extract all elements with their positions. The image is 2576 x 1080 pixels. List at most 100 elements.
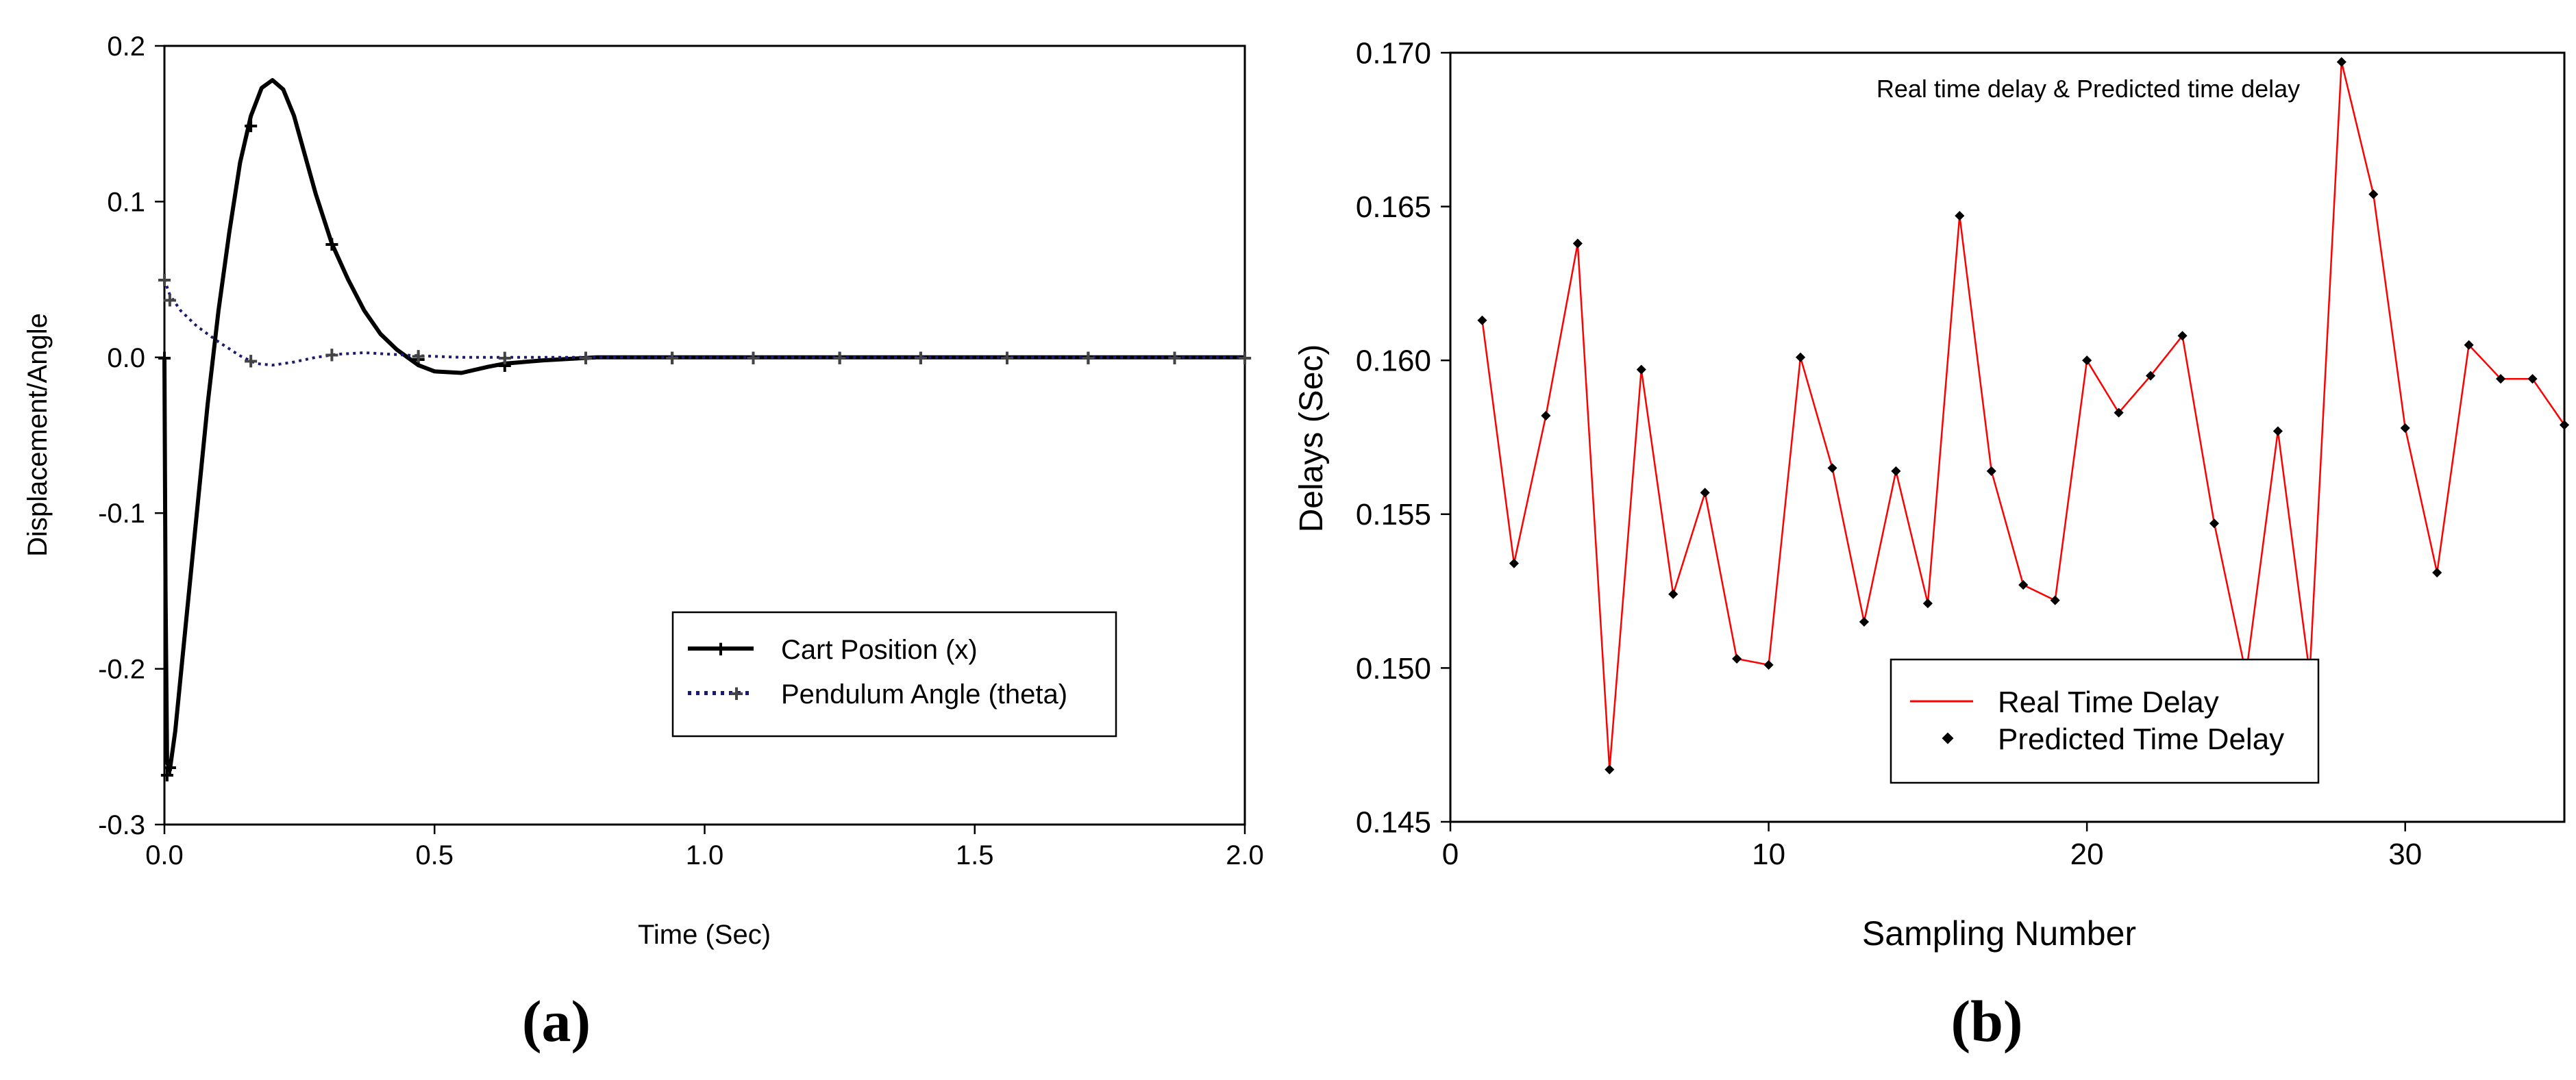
y-tick-label: -0.1 <box>98 499 145 529</box>
y-tick-label: 0.150 <box>1356 652 1431 686</box>
legend-b: Real Time Delay Predicted Time Delay <box>1890 658 2320 784</box>
data-point-predicted-time-delay <box>1986 466 1996 476</box>
data-point-pendulum-angle-theta: + <box>497 344 512 372</box>
y-tick-label: 0.160 <box>1356 344 1431 378</box>
data-point-cart-position-x: + <box>325 230 339 258</box>
x-tick-label: 0.5 <box>415 840 454 870</box>
y-tick-label: -0.2 <box>98 655 145 685</box>
data-point-pendulum-angle-theta: + <box>162 286 177 314</box>
x-tick-label: 1.5 <box>956 840 994 870</box>
data-point-predicted-time-delay <box>2368 189 2379 199</box>
series-line-cart-position-x <box>162 78 1245 773</box>
y-tick-label: 0.165 <box>1356 190 1431 224</box>
data-point-predicted-time-delay <box>1922 598 1933 609</box>
legend-box-b <box>1890 658 2320 784</box>
data-point-pendulum-angle-theta: + <box>1000 344 1015 372</box>
data-point-predicted-time-delay <box>2400 423 2410 434</box>
x-tick-label: 1.0 <box>686 840 724 870</box>
data-point-predicted-time-delay <box>2559 420 2570 430</box>
x-tick-label: 0 <box>1442 838 1459 871</box>
data-point-predicted-time-delay <box>2336 57 2346 67</box>
legend-marker-predicted-time-delay <box>1942 732 1954 744</box>
legend-marker-cart-position: + <box>713 635 728 663</box>
legend-a: + Cart Position (x) + Pendulum Angle (th… <box>671 611 1117 738</box>
y-tick-label: 0.170 <box>1356 36 1431 70</box>
data-point-pendulum-angle-theta: + <box>411 342 425 371</box>
legend-label-cart-position: Cart Position (x) <box>781 635 978 665</box>
y-tick-label: 0.2 <box>107 32 145 62</box>
x-axis-ticks-a: 0.0 0.5 1.0 1.5 2.0 <box>145 825 1264 870</box>
x-axis-ticks-b: 0 10 20 30 <box>1442 822 2422 871</box>
x-tick-label: 20 <box>2070 838 2104 871</box>
y-tick-label: 0.0 <box>107 343 145 373</box>
data-point-cart-position-x: + <box>665 344 680 372</box>
panel-label-a: (a) <box>522 988 591 1054</box>
data-point-cart-position-x: + <box>497 351 512 379</box>
legend-box-a <box>671 611 1117 738</box>
data-point-predicted-time-delay <box>2272 426 2283 436</box>
chart-panel-a: 0.0 0.5 1.0 1.5 2.0 -0.3-0.2-0.10.00.10.2 ++… <box>23 32 1264 1054</box>
data-point-pendulum-angle-theta: + <box>325 340 339 368</box>
data-point-pendulum-angle-theta: + <box>913 344 928 372</box>
data-point-predicted-time-delay <box>1668 589 1679 599</box>
data-point-pendulum-angle-theta: + <box>244 347 258 375</box>
data-point-predicted-time-delay <box>1477 315 1487 325</box>
y-axis-label-a: Displacement/Angle <box>23 313 53 557</box>
data-point-pendulum-angle-theta: + <box>157 266 171 294</box>
series-group-a: ++++++ + + + + + + + + + ++++ + + + + + + + + + + + + <box>157 78 1252 789</box>
data-point-cart-position-x: + <box>244 112 258 140</box>
y-tick-label: 0.155 <box>1356 498 1431 531</box>
data-point-predicted-time-delay <box>1732 653 1742 664</box>
data-point-predicted-time-delay <box>1541 410 1551 421</box>
data-point-predicted-time-delay <box>2050 595 2060 605</box>
y-axis-label-b: Delays (Sec) <box>1293 344 1330 533</box>
data-point-cart-position-x: + <box>411 345 425 373</box>
data-point-predicted-time-delay <box>2432 568 2442 578</box>
y-tick-label: 0.1 <box>107 187 145 217</box>
data-point-predicted-time-delay <box>1636 364 1646 375</box>
data-point-cart-position-x: + <box>1167 344 1182 372</box>
data-point-predicted-time-delay <box>1572 238 1583 249</box>
data-point-predicted-time-delay <box>1795 352 1806 362</box>
data-point-predicted-time-delay <box>1859 616 1870 627</box>
panel-label-b: (b) <box>1950 988 2022 1054</box>
legend-marker-pendulum-angle: + <box>729 679 743 707</box>
y-axis-ticks-b: 0.145 0.150 0.155 0.160 0.165 0.170 <box>1356 36 1450 839</box>
chart-title-b: Real time delay & Predicted time delay <box>1877 75 2300 103</box>
data-point-pendulum-angle-theta: + <box>1237 344 1252 372</box>
data-point-cart-position-x: + <box>160 761 174 789</box>
data-point-cart-position-x: + <box>162 753 177 781</box>
legend-label-real-time-delay: Real Time Delay <box>1998 686 2219 719</box>
data-point-predicted-time-delay <box>1763 660 1774 670</box>
data-point-predicted-time-delay <box>1827 463 1837 473</box>
data-point-cart-position-x: + <box>579 344 593 372</box>
data-point-pendulum-angle-theta: + <box>1081 344 1095 372</box>
data-point-predicted-time-delay <box>2018 580 2029 590</box>
legend-label-pendulum-angle: Pendulum Angle (theta) <box>781 679 1067 709</box>
data-point-pendulum-angle-theta: + <box>1167 344 1182 372</box>
data-point-pendulum-angle-theta: + <box>665 344 680 372</box>
data-point-pendulum-angle-theta: + <box>832 344 847 372</box>
data-point-cart-position-x: + <box>746 344 760 372</box>
y-axis-ticks-a: -0.3 -0.2 -0.1 0.0 0.1 0.2 <box>98 32 164 840</box>
data-point-predicted-time-delay <box>1605 764 1615 775</box>
x-tick-label: 0.0 <box>145 840 184 870</box>
legend-label-predicted-time-delay: Predicted Time Delay <box>1998 723 2284 756</box>
data-point-pendulum-angle-theta: + <box>746 344 760 372</box>
data-point-predicted-time-delay <box>1955 211 1965 221</box>
data-point-cart-position-x: + <box>157 344 171 372</box>
data-point-pendulum-angle-theta: + <box>579 344 593 372</box>
data-point-cart-position-x: + <box>1000 344 1015 372</box>
chart-panel-b: 0 10 20 30 0.145 0.150 0.155 0.160 0.165 0.170 R… <box>1293 36 2570 1054</box>
data-point-predicted-time-delay <box>2209 518 2220 529</box>
x-axis-label-a: Time (Sec) <box>638 920 771 950</box>
data-point-cart-position-x: + <box>913 344 928 372</box>
x-tick-label: 30 <box>2388 838 2422 871</box>
data-point-predicted-time-delay <box>2082 355 2092 366</box>
x-tick-label: 10 <box>1752 838 1785 871</box>
x-axis-label-b: Sampling Number <box>1862 914 2136 953</box>
x-tick-label: 2.0 <box>1226 840 1264 870</box>
data-point-predicted-time-delay <box>2527 374 2538 384</box>
plot-frame-b <box>1449 51 2566 823</box>
